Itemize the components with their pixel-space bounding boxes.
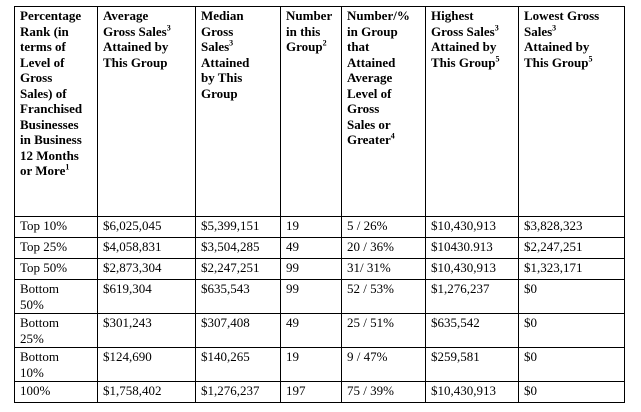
cell-lowest: $0 xyxy=(518,313,625,348)
cell-number: 99 xyxy=(280,258,342,280)
header-row: Percentage Rank (in terms of Level of Gr… xyxy=(14,6,625,217)
cell-average: $2,873,304 xyxy=(97,258,196,280)
table-row: Top 50% $2,873,304 $2,247,251 99 31/ 31%… xyxy=(14,258,625,280)
table-row: Top 25% $4,058,831 $3,504,285 49 20 / 36… xyxy=(14,237,625,259)
table-row: Bottom 10% $124,690 $140,265 19 9 / 47% … xyxy=(14,347,625,382)
cell-average: $619,304 xyxy=(97,279,196,314)
table-row: Bottom 50% $619,304 $635,543 99 52 / 53%… xyxy=(14,279,625,314)
header-number-percent-attained: Number/% in Group that Attained Average … xyxy=(341,6,426,217)
table-row: Top 10% $6,025,045 $5,399,151 19 5 / 26%… xyxy=(14,216,625,238)
cell-lowest: $0 xyxy=(518,347,625,382)
cell-average: $1,758,402 xyxy=(97,381,196,403)
header-lowest-gross-sales: Lowest Gross Sales3 Attained by This Gro… xyxy=(518,6,625,217)
table-row: Bottom 25% $301,243 $307,408 49 25 / 51%… xyxy=(14,313,625,348)
header-percentage-rank: Percentage Rank (in terms of Level of Gr… xyxy=(14,6,98,217)
cell-rank: Bottom 10% xyxy=(14,347,98,382)
cell-median: $140,265 xyxy=(195,347,281,382)
cell-highest: $10430.913 xyxy=(425,237,519,259)
cell-rank: 100% xyxy=(14,381,98,403)
cell-rank: Top 10% xyxy=(14,216,98,238)
cell-number: 99 xyxy=(280,279,342,314)
cell-lowest: $3,828,323 xyxy=(518,216,625,238)
cell-rank: Top 50% xyxy=(14,258,98,280)
cell-number: 19 xyxy=(280,216,342,238)
table-row: 100% $1,758,402 $1,276,237 197 75 / 39% … xyxy=(14,381,625,403)
header-median-gross-sales: Median Gross Sales3 Attained by This Gro… xyxy=(195,6,281,217)
cell-average: $4,058,831 xyxy=(97,237,196,259)
header-number-in-group: Number in this Group2 xyxy=(280,6,342,217)
cell-highest: $10,430,913 xyxy=(425,258,519,280)
header-average-gross-sales: Average Gross Sales3 Attained by This Gr… xyxy=(97,6,196,217)
cell-number: 49 xyxy=(280,237,342,259)
cell-lowest: $0 xyxy=(518,279,625,314)
cell-rank: Top 25% xyxy=(14,237,98,259)
cell-median: $1,276,237 xyxy=(195,381,281,403)
cell-average: $6,025,045 xyxy=(97,216,196,238)
cell-number: 49 xyxy=(280,313,342,348)
cell-highest: $259,581 xyxy=(425,347,519,382)
cell-median: $307,408 xyxy=(195,313,281,348)
cell-highest: $1,276,237 xyxy=(425,279,519,314)
cell-lowest: $1,323,171 xyxy=(518,258,625,280)
cell-attained: 75 / 39% xyxy=(341,381,426,403)
cell-highest: $10,430,913 xyxy=(425,381,519,403)
cell-lowest: $0 xyxy=(518,381,625,403)
gross-sales-table: Percentage Rank (in terms of Level of Gr… xyxy=(14,6,625,403)
cell-median: $635,543 xyxy=(195,279,281,314)
cell-number: 197 xyxy=(280,381,342,403)
cell-attained: 9 / 47% xyxy=(341,347,426,382)
cell-number: 19 xyxy=(280,347,342,382)
cell-average: $124,690 xyxy=(97,347,196,382)
cell-attained: 25 / 51% xyxy=(341,313,426,348)
cell-rank: Bottom 25% xyxy=(14,313,98,348)
cell-median: $3,504,285 xyxy=(195,237,281,259)
cell-rank: Bottom 50% xyxy=(14,279,98,314)
cell-attained: 52 / 53% xyxy=(341,279,426,314)
header-highest-gross-sales: Highest Gross Sales3 Attained by This Gr… xyxy=(425,6,519,217)
cell-attained: 5 / 26% xyxy=(341,216,426,238)
cell-median: $5,399,151 xyxy=(195,216,281,238)
cell-highest: $10,430,913 xyxy=(425,216,519,238)
cell-highest: $635,542 xyxy=(425,313,519,348)
cell-lowest: $2,247,251 xyxy=(518,237,625,259)
cell-attained: 31/ 31% xyxy=(341,258,426,280)
cell-attained: 20 / 36% xyxy=(341,237,426,259)
cell-average: $301,243 xyxy=(97,313,196,348)
cell-median: $2,247,251 xyxy=(195,258,281,280)
